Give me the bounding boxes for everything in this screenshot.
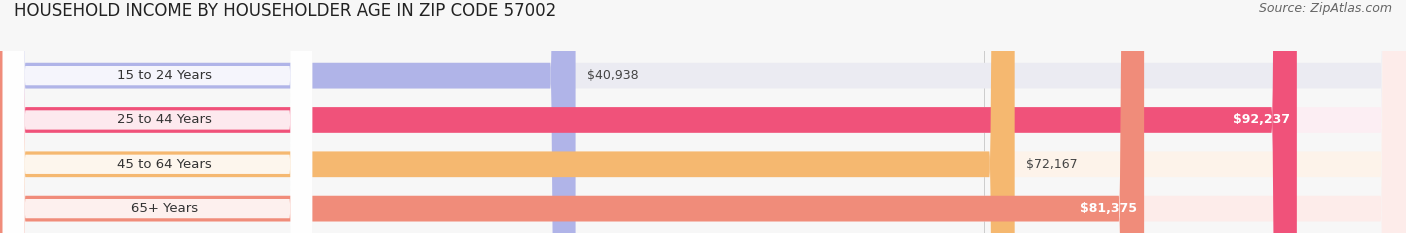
Text: 65+ Years: 65+ Years — [131, 202, 198, 215]
Text: 25 to 44 Years: 25 to 44 Years — [117, 113, 212, 127]
Text: $81,375: $81,375 — [1080, 202, 1137, 215]
Text: HOUSEHOLD INCOME BY HOUSEHOLDER AGE IN ZIP CODE 57002: HOUSEHOLD INCOME BY HOUSEHOLDER AGE IN Z… — [14, 2, 557, 20]
FancyBboxPatch shape — [3, 0, 312, 233]
Text: $40,938: $40,938 — [586, 69, 638, 82]
Text: 45 to 64 Years: 45 to 64 Years — [117, 158, 212, 171]
FancyBboxPatch shape — [0, 0, 1144, 233]
Text: $72,167: $72,167 — [1026, 158, 1077, 171]
Text: 15 to 24 Years: 15 to 24 Years — [117, 69, 212, 82]
Text: $92,237: $92,237 — [1233, 113, 1289, 127]
FancyBboxPatch shape — [3, 0, 312, 233]
FancyBboxPatch shape — [3, 0, 312, 233]
FancyBboxPatch shape — [0, 0, 1296, 233]
FancyBboxPatch shape — [0, 0, 1015, 233]
FancyBboxPatch shape — [0, 0, 575, 233]
FancyBboxPatch shape — [3, 0, 312, 233]
Text: Source: ZipAtlas.com: Source: ZipAtlas.com — [1258, 2, 1392, 15]
